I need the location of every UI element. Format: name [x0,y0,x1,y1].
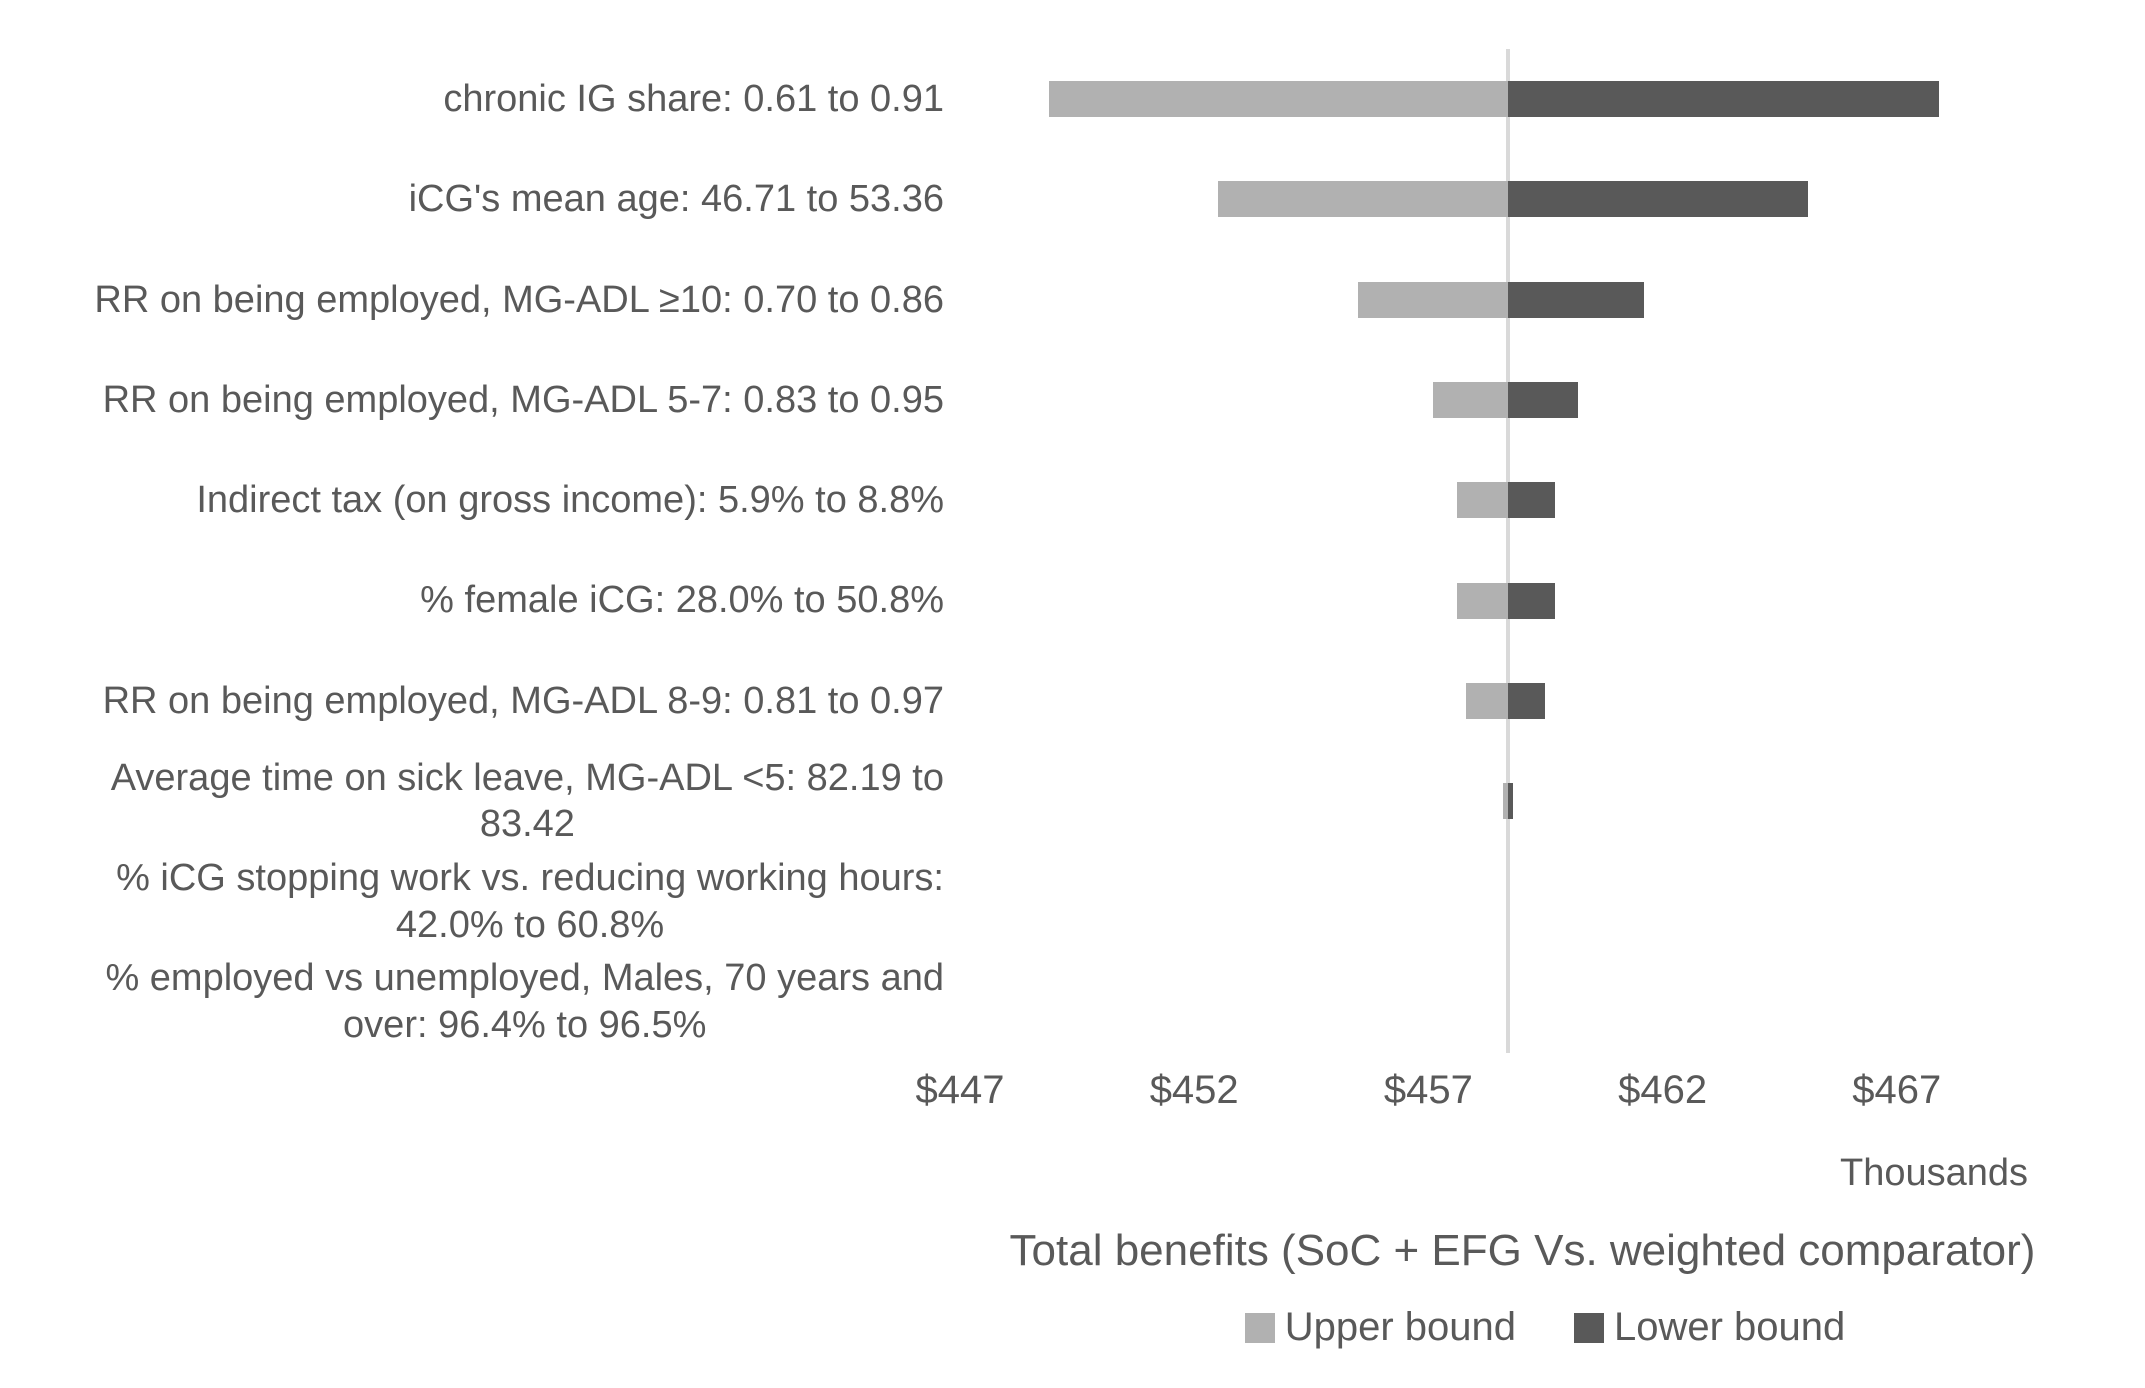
legend-swatch-lower-bound-icon [1574,1312,1604,1343]
category-label: RR on being employed, MG-ADL 5-7: 0.83 t… [0,350,944,450]
upper-bound-bar [1433,382,1509,419]
legend-label-upper-bound: Upper bound [1284,1305,1516,1349]
upper-bound-bar [1048,81,1509,118]
category-label-text: Average time on sick leave, MG-ADL <5: 8… [110,756,944,846]
lower-bound-bar [1508,382,1579,419]
x-tick-label: $447 [915,1068,1005,1112]
lower-bound-bar [1508,482,1555,519]
lower-bound-bar [1508,181,1808,218]
legend-item-lower-bound: Lower bound [1574,1305,1845,1350]
lower-bound-bar [1508,783,1513,820]
category-label-text: chronic IG share: 0.61 to 0.91 [443,77,944,120]
legend-swatch-upper-bound-icon [1244,1312,1275,1343]
lower-bound-bar [1508,582,1555,619]
x-tick-label: $467 [1852,1068,1942,1112]
category-label: % female iCG: 28.0% to 50.8% [0,551,944,651]
axis-unit-label: Thousands [1839,1152,2028,1194]
category-label-text: % female iCG: 28.0% to 50.8% [420,579,944,622]
upper-bound-bar [1358,281,1508,318]
upper-bound-bar [1465,682,1508,719]
category-label: Indirect tax (on gross income): 5.9% to … [0,450,944,550]
category-label-text: RR on being employed, MG-ADL 5-7: 0.83 t… [102,378,944,421]
axis-title: Total benefits (SoC + EFG Vs. weighted c… [1009,1226,2036,1275]
x-tick-label: $457 [1383,1068,1473,1112]
category-label-text: RR on being employed, MG-ADL ≥10: 0.70 t… [94,278,944,321]
category-label: Average time on sick leave, MG-ADL <5: 8… [0,751,944,851]
x-tick-label: $462 [1618,1068,1708,1112]
category-label-text: % iCG stopping work vs. reducing working… [116,857,944,946]
category-label: iCG's mean age: 46.71 to 53.36 [0,149,944,249]
category-label-text: RR on being employed, MG-ADL 8-9: 0.81 t… [102,679,944,722]
x-tick-label: $452 [1149,1068,1239,1112]
category-label: chronic IG share: 0.61 to 0.91 [0,49,944,149]
lower-bound-bar [1508,81,1939,118]
category-label-text: % employed vs unemployed, Males, 70 year… [105,957,944,1046]
legend-label-lower-bound: Lower bound [1614,1305,1846,1349]
baseline-gridline [1506,49,1511,1053]
upper-bound-bar [1456,582,1509,619]
upper-bound-bar [1503,783,1509,820]
upper-bound-bar [1456,482,1509,519]
lower-bound-bar [1508,281,1644,318]
category-label-text: iCG's mean age: 46.71 to 53.36 [408,178,944,221]
category-label-text: Indirect tax (on gross income): 5.9% to … [196,479,944,522]
upper-bound-bar [1217,181,1509,218]
legend: Upper bound Lower bound [940,1305,2145,1350]
legend-item-upper-bound: Upper bound [1244,1305,1516,1350]
category-label: % employed vs unemployed, Males, 70 year… [0,952,944,1052]
category-label: RR on being employed, MG-ADL 8-9: 0.81 t… [0,651,944,751]
lower-bound-bar [1508,682,1546,719]
category-label: RR on being employed, MG-ADL ≥10: 0.70 t… [0,250,944,350]
category-label: % iCG stopping work vs. reducing working… [0,851,944,951]
